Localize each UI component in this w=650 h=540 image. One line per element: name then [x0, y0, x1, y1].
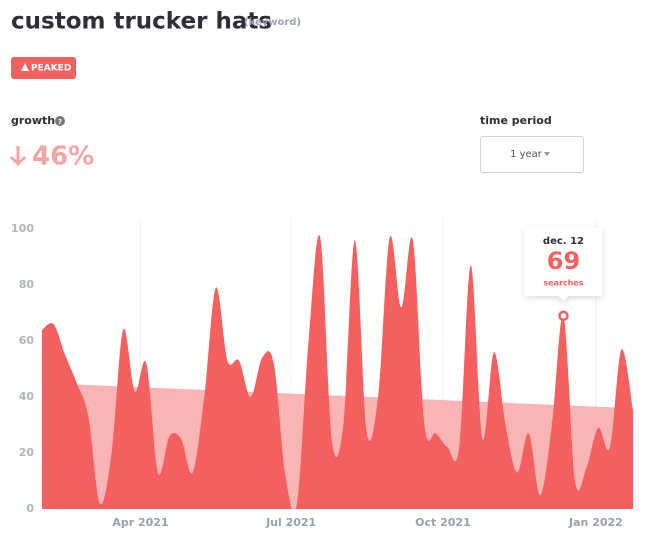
period-value: 1 year [510, 149, 543, 160]
badge [11, 57, 76, 79]
help-icon[interactable] [55, 116, 65, 126]
period-label: time period [480, 114, 552, 127]
y-tick-label: 100 [11, 222, 34, 235]
growth-label: growth [11, 114, 55, 127]
x-tick-label: Jan 2022 [568, 516, 623, 529]
keyword-tag: (keyword) [244, 17, 301, 28]
x-tick-label: Oct 2021 [415, 516, 471, 529]
warning-icon [21, 63, 29, 71]
growth-value: 46% [32, 142, 94, 172]
badge-text: PEAKED [31, 64, 71, 74]
tooltip-unit: searches [543, 278, 583, 287]
y-tick-label: 80 [19, 278, 35, 291]
x-tick-label: Jul 2021 [265, 516, 316, 529]
period-select[interactable] [480, 136, 584, 173]
hover-point [558, 310, 569, 322]
tooltip-box [524, 227, 603, 302]
dropdown-caret [544, 152, 550, 156]
y-tick-label: 60 [19, 334, 35, 347]
tooltip-date: dec. 12 [543, 236, 584, 247]
y-tick-label: 40 [19, 390, 35, 403]
y-tick-label: 20 [19, 446, 35, 459]
y-tick-label: 0 [26, 502, 34, 515]
x-tick-label: Apr 2021 [112, 516, 168, 529]
down-arrow [9, 146, 27, 167]
title: custom trucker hats [11, 9, 272, 35]
tooltip-value: 69 [547, 247, 580, 275]
data-area [42, 235, 633, 509]
help-mark: ? [58, 118, 62, 126]
